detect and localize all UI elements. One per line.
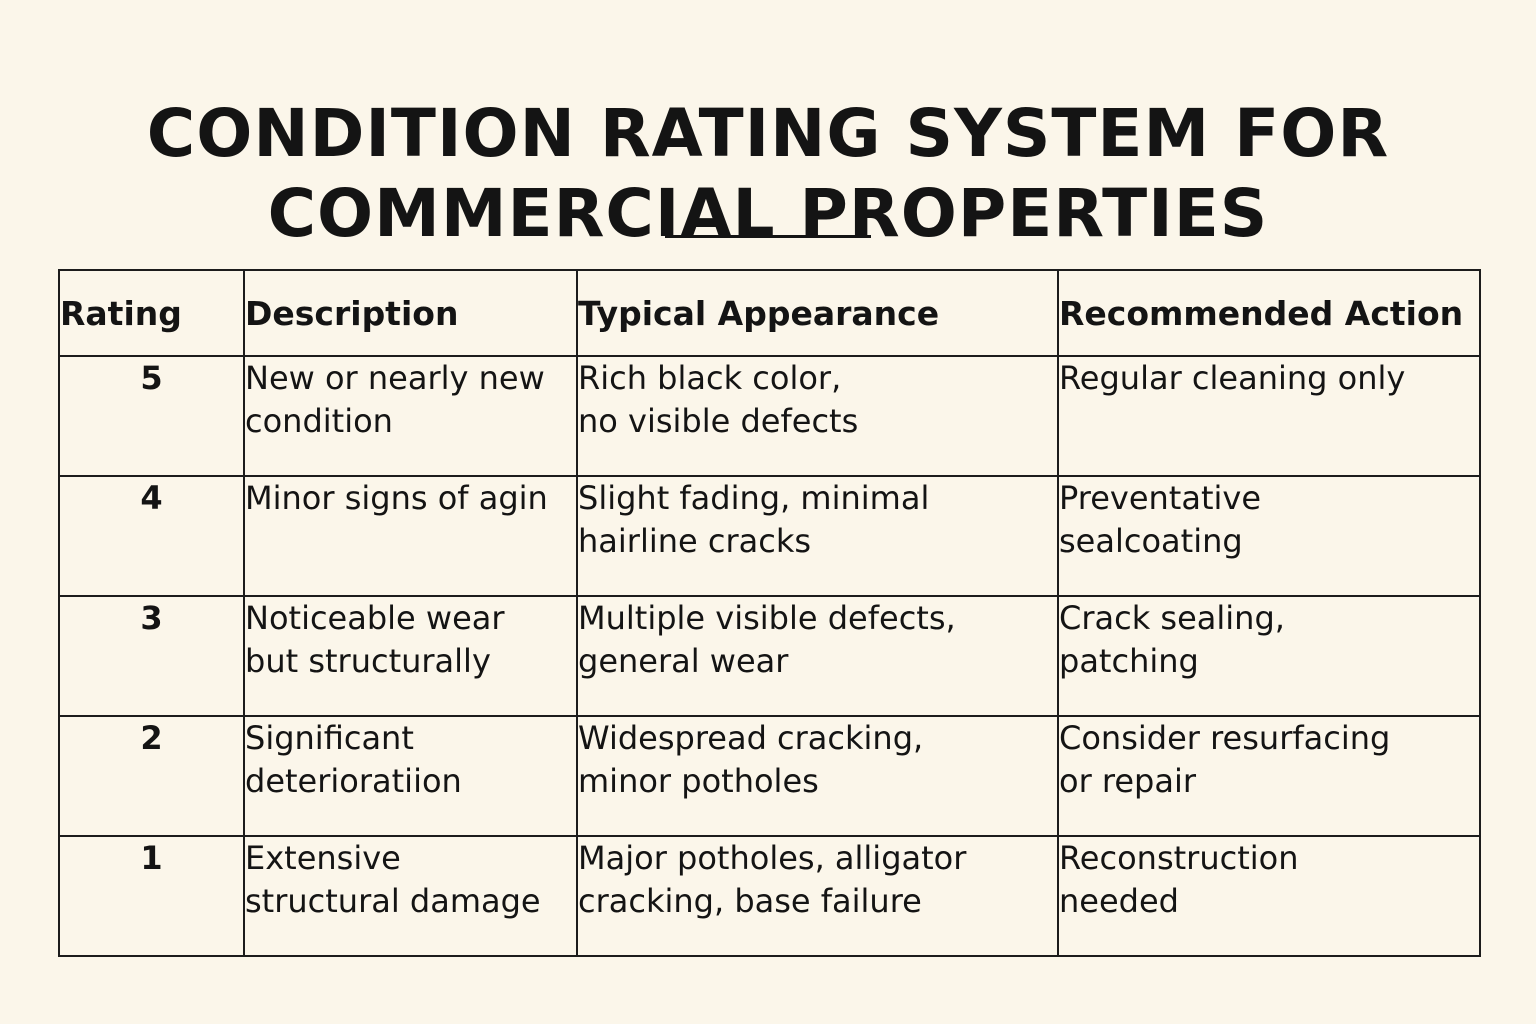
- title-line-2: COMMERCIAL PROPERTIES: [267, 175, 1269, 253]
- table-row: 1 Extensive structural damage Major poth…: [58, 835, 1481, 957]
- action-cell: Preventative sealcoating: [1059, 479, 1261, 560]
- appearance-cell: Major potholes, alligator cracking, base…: [578, 839, 967, 920]
- rating-value: 2: [58, 715, 245, 837]
- description-cell: Significant deterioratiion: [245, 719, 462, 800]
- page-title: CONDITION RATING SYSTEM FOR COMMERCIAL P…: [0, 94, 1536, 254]
- description-cell: New or nearly new condition: [245, 359, 545, 440]
- title-divider: [665, 235, 871, 238]
- action-cell: Crack sealing, patching: [1059, 599, 1285, 680]
- rating-value: 1: [58, 835, 245, 957]
- header-typical-appearance: Typical Appearance: [576, 269, 1059, 357]
- rating-value: 4: [58, 475, 245, 597]
- appearance-cell: Widespread cracking, minor potholes: [578, 719, 924, 800]
- condition-rating-table: Rating Description Typical Appearance Re…: [58, 269, 1481, 957]
- action-cell: Consider resurfacing or repair: [1059, 719, 1391, 800]
- action-cell: Regular cleaning only: [1059, 359, 1406, 397]
- header-recommended-action: Recommended Action: [1057, 269, 1481, 357]
- description-cell: Noticeable wear but structurally: [245, 599, 505, 680]
- table-row: 4 Minor signs of agin Slight fading, min…: [58, 475, 1481, 597]
- appearance-cell: Rich black color, no visible defects: [578, 359, 859, 440]
- action-cell: Reconstruction needed: [1059, 839, 1299, 920]
- appearance-cell: Slight fading, minimal hairline cracks: [578, 479, 930, 560]
- table-row: 3 Noticeable wear but structurally Multi…: [58, 595, 1481, 717]
- rating-value: 3: [58, 595, 245, 717]
- table-header-row: Rating Description Typical Appearance Re…: [58, 269, 1481, 357]
- description-cell: Minor signs of agin: [245, 479, 548, 517]
- table-row: 2 Significant deterioratiion Widespread …: [58, 715, 1481, 837]
- table-row: 5 New or nearly new condition Rich black…: [58, 355, 1481, 477]
- header-description: Description: [243, 269, 578, 357]
- header-rating: Rating: [58, 269, 245, 357]
- title-line-1: CONDITION RATING SYSTEM FOR: [146, 95, 1390, 173]
- rating-value: 5: [58, 355, 245, 477]
- description-cell: Extensive structural damage: [245, 839, 541, 920]
- appearance-cell: Multiple visible defects, general wear: [578, 599, 956, 680]
